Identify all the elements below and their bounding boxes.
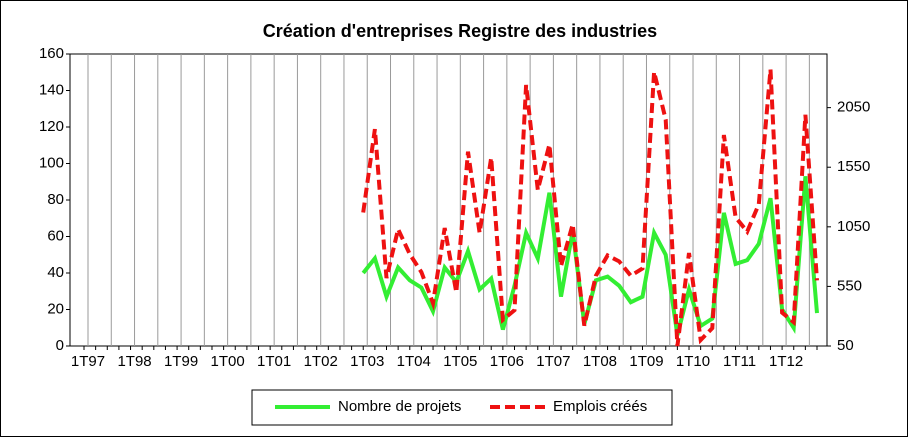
- legend-label: Emplois créés: [553, 398, 647, 415]
- y-tick-label: 0: [56, 337, 64, 354]
- y2-tick-label: 50: [837, 337, 854, 354]
- x-tick-label: 1T07: [536, 353, 570, 370]
- x-tick-label: 1T02: [304, 353, 338, 370]
- x-tick-label: 1T09: [629, 353, 663, 370]
- x-tick-label: 1T05: [443, 353, 477, 370]
- x-tick-label: 1T04: [397, 353, 431, 370]
- x-tick-label: 1T97: [71, 353, 105, 370]
- x-tick-label: 1T11: [723, 353, 756, 370]
- x-tick-label: 1T10: [676, 353, 710, 370]
- y-tick-label: 40: [47, 264, 64, 281]
- y-tick-label: 140: [39, 81, 64, 98]
- x-tick-label: 1T08: [583, 353, 617, 370]
- y2-tick-label: 1550: [837, 158, 870, 175]
- chart-title: Création d'entreprises Registre des indu…: [263, 21, 657, 41]
- x-tick-label: 1T98: [117, 353, 151, 370]
- series-line: [361, 69, 819, 347]
- y-tick-label: 120: [39, 118, 64, 135]
- x-tick-label: 1T03: [350, 353, 384, 370]
- y2-tick-label: 2050: [837, 99, 870, 116]
- y-tick-label: 60: [47, 227, 64, 244]
- legend-label: Nombre de projets: [338, 398, 461, 415]
- y-tick-label: 20: [47, 300, 64, 317]
- y2-tick-label: 550: [837, 277, 862, 294]
- x-tick-label: 1T00: [211, 353, 245, 370]
- y2-tick-label: 1050: [837, 218, 870, 235]
- plot-area: [69, 53, 828, 347]
- x-tick-label: 1T12: [769, 353, 803, 370]
- x-tick-label: 1T01: [257, 353, 291, 370]
- y-tick-label: 100: [39, 154, 64, 171]
- x-tick-label: 1T99: [164, 353, 198, 370]
- y-tick-label: 80: [47, 191, 64, 208]
- x-tick-label: 1T06: [490, 353, 524, 370]
- y-tick-label: 160: [39, 45, 64, 62]
